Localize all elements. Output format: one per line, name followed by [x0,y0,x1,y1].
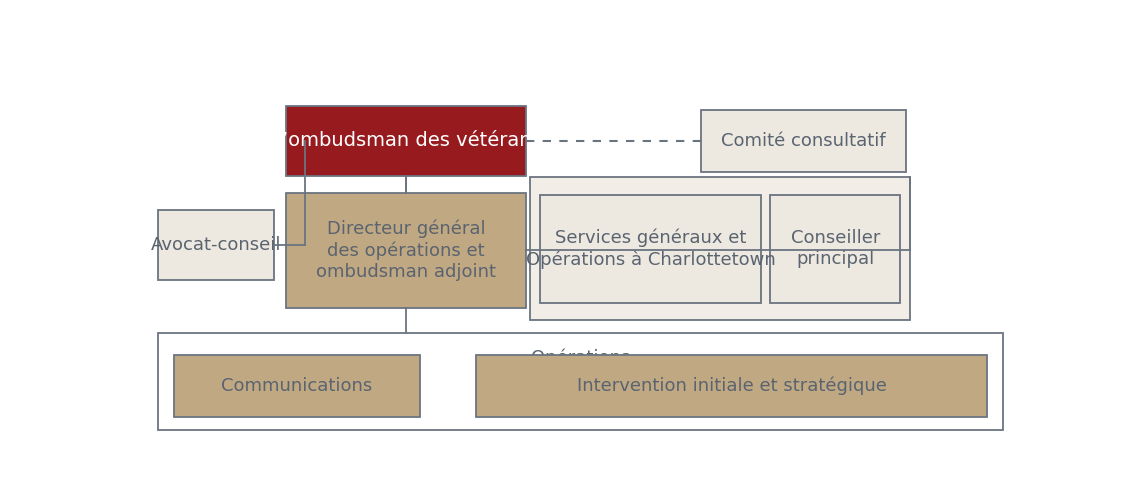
FancyBboxPatch shape [700,110,906,172]
FancyBboxPatch shape [158,210,275,280]
Text: L’ombudsman des vétérans: L’ombudsman des vétérans [270,131,542,150]
Text: Conseiller
principal: Conseiller principal [791,229,880,268]
Text: Opérations: Opérations [531,349,630,367]
FancyBboxPatch shape [158,334,1003,430]
FancyBboxPatch shape [286,192,527,308]
Text: Comité consultatif: Comité consultatif [720,132,886,150]
Text: Services généraux et
Opérations à Charlottetown: Services généraux et Opérations à Charlo… [526,229,775,269]
FancyBboxPatch shape [286,106,527,176]
FancyBboxPatch shape [475,355,987,417]
FancyBboxPatch shape [771,195,901,303]
FancyBboxPatch shape [540,195,762,303]
Text: Intervention initiale et stratégique: Intervention initiale et stratégique [577,377,887,395]
Text: Directeur général
des opérations et
ombudsman adjoint: Directeur général des opérations et ombu… [316,220,496,281]
Text: Communications: Communications [221,377,373,395]
FancyBboxPatch shape [530,177,910,320]
FancyBboxPatch shape [173,355,420,417]
Text: Avocat-conseil: Avocat-conseil [150,236,282,254]
